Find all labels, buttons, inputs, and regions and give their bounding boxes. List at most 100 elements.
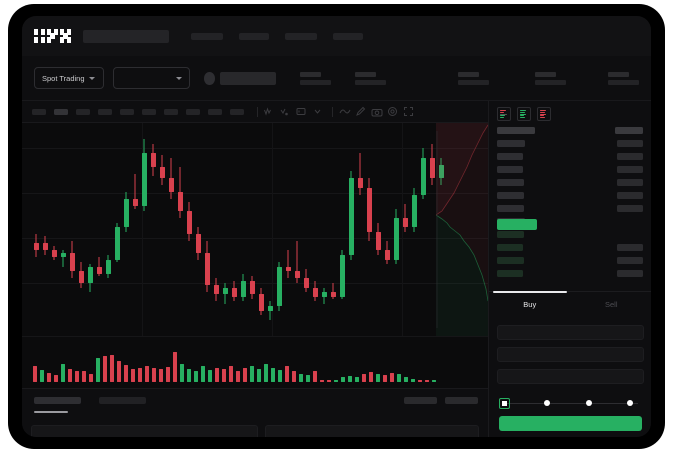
timeframe-chip[interactable] xyxy=(186,108,200,115)
candle xyxy=(402,123,408,336)
nav-item-more[interactable] xyxy=(333,32,363,40)
orders-action-button[interactable] xyxy=(445,397,478,404)
timeframe-chip[interactable] xyxy=(230,108,244,115)
volume-bar xyxy=(285,366,289,382)
timeframe-chip[interactable] xyxy=(164,108,178,115)
candle xyxy=(186,123,192,336)
volume-bar xyxy=(96,358,100,382)
trading-pair-dropdown[interactable] xyxy=(113,67,191,89)
tab-buy[interactable]: Buy xyxy=(489,291,571,317)
submit-order-button[interactable] xyxy=(499,416,642,431)
volume-bar xyxy=(327,380,331,382)
orderbook-row[interactable] xyxy=(497,179,643,192)
volume-bar xyxy=(418,380,422,382)
orderbook-row[interactable] xyxy=(497,244,643,257)
compare-icon[interactable] xyxy=(279,105,292,118)
fullscreen-icon[interactable] xyxy=(402,105,415,118)
volume-bar xyxy=(82,370,86,382)
tab-buy-label: Buy xyxy=(523,300,537,309)
timeframe-chip-active[interactable] xyxy=(54,108,68,115)
candle xyxy=(141,123,147,336)
volume-bar xyxy=(320,379,324,382)
candle xyxy=(51,123,57,336)
orderbook-rows[interactable] xyxy=(489,125,651,305)
orderbook-asks-icon[interactable] xyxy=(537,107,551,121)
slider-node-75[interactable] xyxy=(627,400,633,406)
amount-percent-slider[interactable] xyxy=(499,398,642,409)
order-card[interactable] xyxy=(31,425,258,437)
volume-chart[interactable] xyxy=(22,336,488,388)
candle xyxy=(195,123,201,336)
price-input[interactable] xyxy=(497,325,644,340)
line-style-icon[interactable] xyxy=(338,105,351,118)
candle xyxy=(321,123,327,336)
toolbar-divider xyxy=(332,106,333,117)
candle xyxy=(114,123,120,336)
chevron-down-icon[interactable] xyxy=(311,105,324,118)
timeframe-chip[interactable] xyxy=(76,108,90,115)
tab-active-indicator xyxy=(493,291,567,293)
nav-item-trade[interactable] xyxy=(239,32,269,40)
tab-sell[interactable]: Sell xyxy=(571,292,652,317)
order-card[interactable] xyxy=(264,425,479,437)
tab-open-orders[interactable] xyxy=(34,397,81,404)
orderbook-row[interactable] xyxy=(497,205,643,218)
orderbook-bids-icon[interactable] xyxy=(517,107,531,121)
slider-node-50[interactable] xyxy=(586,400,592,406)
device-frame: Spot Trading xyxy=(8,4,665,449)
timeframe-chip[interactable] xyxy=(120,108,134,115)
timeframe-chip[interactable] xyxy=(32,108,46,115)
volume-bar xyxy=(131,368,135,382)
volume-bar xyxy=(383,374,387,382)
candle xyxy=(60,123,66,336)
volume-bar xyxy=(166,367,170,382)
grid-line xyxy=(272,123,273,336)
amount-input[interactable] xyxy=(497,347,644,362)
stat-value xyxy=(458,79,490,85)
orderbook-row[interactable] xyxy=(497,257,643,270)
slider-node-25[interactable] xyxy=(544,400,550,406)
market-type-dropdown[interactable]: Spot Trading xyxy=(34,67,104,89)
orderbook-size-bar xyxy=(497,140,525,147)
orderbook-row[interactable] xyxy=(497,166,643,179)
candle xyxy=(411,123,417,336)
settings-icon[interactable] xyxy=(386,105,399,118)
okx-logo-icon[interactable] xyxy=(34,29,71,43)
camera-icon[interactable] xyxy=(370,105,383,118)
pencil-icon[interactable] xyxy=(354,105,367,118)
orderbook-row[interactable] xyxy=(497,140,643,153)
volume-bar xyxy=(215,367,219,382)
nav-item-earn[interactable] xyxy=(285,32,317,40)
orderbook-price-bar xyxy=(617,192,643,199)
candle xyxy=(330,123,336,336)
last-price-value xyxy=(219,71,277,85)
nav-item-markets[interactable] xyxy=(191,32,223,40)
tab-order-history[interactable] xyxy=(99,397,146,404)
orderbook-row[interactable] xyxy=(497,231,643,244)
candle xyxy=(294,123,300,336)
orderbook-both-icon[interactable] xyxy=(497,107,511,121)
indicators-icon[interactable] xyxy=(263,105,276,118)
orderbook-spread-highlight[interactable] xyxy=(497,219,537,230)
grid-line xyxy=(22,238,488,239)
total-input[interactable] xyxy=(497,369,644,384)
timeframe-chip[interactable] xyxy=(98,108,112,115)
stat-label xyxy=(535,71,557,77)
orders-action-button[interactable] xyxy=(404,397,437,404)
candlestick-chart[interactable] xyxy=(22,123,488,336)
volume-bar xyxy=(40,370,44,382)
timeframe-chip[interactable] xyxy=(208,108,222,115)
search-input[interactable] xyxy=(83,29,169,43)
volume-bar xyxy=(208,370,212,382)
candle xyxy=(258,123,264,336)
slider-node-selected[interactable] xyxy=(499,398,510,409)
orderbook-row[interactable] xyxy=(497,192,643,205)
volume-bar xyxy=(264,364,268,382)
orderbook-row[interactable] xyxy=(497,270,643,283)
orderbook-row[interactable] xyxy=(497,127,643,140)
timeframe-chip[interactable] xyxy=(142,108,156,115)
orderbook-row[interactable] xyxy=(497,153,643,166)
template-icon[interactable] xyxy=(295,105,308,118)
stat-label xyxy=(458,71,480,77)
orders-actions xyxy=(404,397,478,404)
